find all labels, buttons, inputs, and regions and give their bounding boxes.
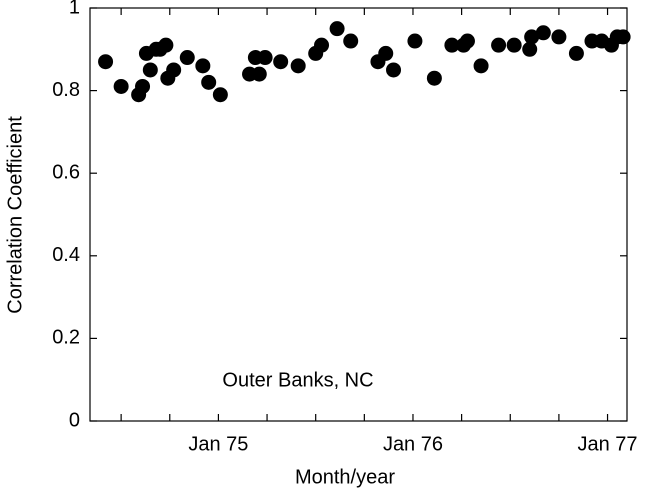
point — [158, 37, 174, 53]
x-tick-label: Jan 76 — [383, 433, 443, 455]
point — [615, 29, 631, 45]
y-tick-label: 0.6 — [52, 161, 80, 183]
point — [195, 58, 211, 74]
x-tick-label: Jan 75 — [188, 433, 248, 455]
y-tick-label: 0.2 — [52, 327, 80, 349]
point — [343, 33, 359, 49]
point — [179, 50, 195, 66]
point — [407, 33, 423, 49]
point — [522, 41, 538, 57]
point — [378, 45, 394, 61]
x-tick-label: Jan 77 — [578, 433, 638, 455]
point — [473, 58, 489, 74]
point — [251, 66, 267, 82]
point — [459, 33, 475, 49]
point — [212, 87, 228, 103]
point — [314, 37, 330, 53]
point — [166, 62, 182, 78]
point — [524, 29, 540, 45]
point — [201, 74, 217, 90]
point — [142, 62, 158, 78]
point — [491, 37, 507, 53]
annotation: Outer Banks, NC — [222, 369, 373, 391]
point — [551, 29, 567, 45]
point — [257, 50, 273, 66]
point — [290, 58, 306, 74]
point — [568, 45, 584, 61]
x-axis-label: Month/year — [295, 466, 395, 488]
y-tick-label: 0.4 — [52, 244, 80, 266]
point — [135, 78, 151, 94]
point — [444, 37, 460, 53]
point — [506, 37, 522, 53]
point — [98, 54, 114, 70]
point — [426, 70, 442, 86]
point — [273, 54, 289, 70]
plot-frame — [89, 7, 628, 422]
y-axis-label: Correlation Coefficient — [4, 116, 26, 314]
point — [386, 62, 402, 78]
point — [329, 21, 345, 37]
y-tick-label: 0.8 — [52, 79, 80, 101]
y-tick-label: 0 — [69, 409, 80, 431]
y-tick-label: 1 — [69, 0, 80, 18]
point — [535, 25, 551, 41]
point — [113, 78, 129, 94]
